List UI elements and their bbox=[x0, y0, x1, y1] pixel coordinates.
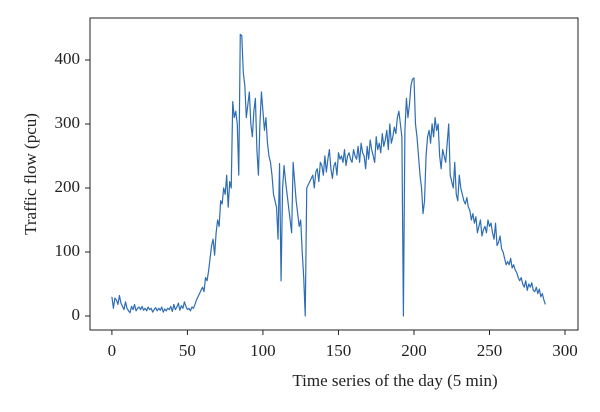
x-tick-label: 50 bbox=[179, 341, 196, 360]
y-tick-label: 200 bbox=[55, 177, 81, 196]
x-tick-label: 200 bbox=[401, 341, 427, 360]
x-axis-label: Time series of the day (5 min) bbox=[292, 371, 497, 390]
x-tick-label: 0 bbox=[108, 341, 117, 360]
x-tick-label: 100 bbox=[250, 341, 276, 360]
plot-frame bbox=[89, 17, 579, 331]
y-tick-label: 300 bbox=[55, 113, 81, 132]
y-tick-label: 0 bbox=[72, 305, 81, 324]
x-tick-label: 300 bbox=[552, 341, 578, 360]
line-series bbox=[111, 33, 546, 317]
y-tick-label: 100 bbox=[55, 241, 81, 260]
x-tick-label: 150 bbox=[326, 341, 352, 360]
y-axis-label: Traffic flow (pcu) bbox=[21, 113, 40, 235]
y-tick-label: 400 bbox=[55, 49, 81, 68]
x-tick-label: 250 bbox=[477, 341, 503, 360]
